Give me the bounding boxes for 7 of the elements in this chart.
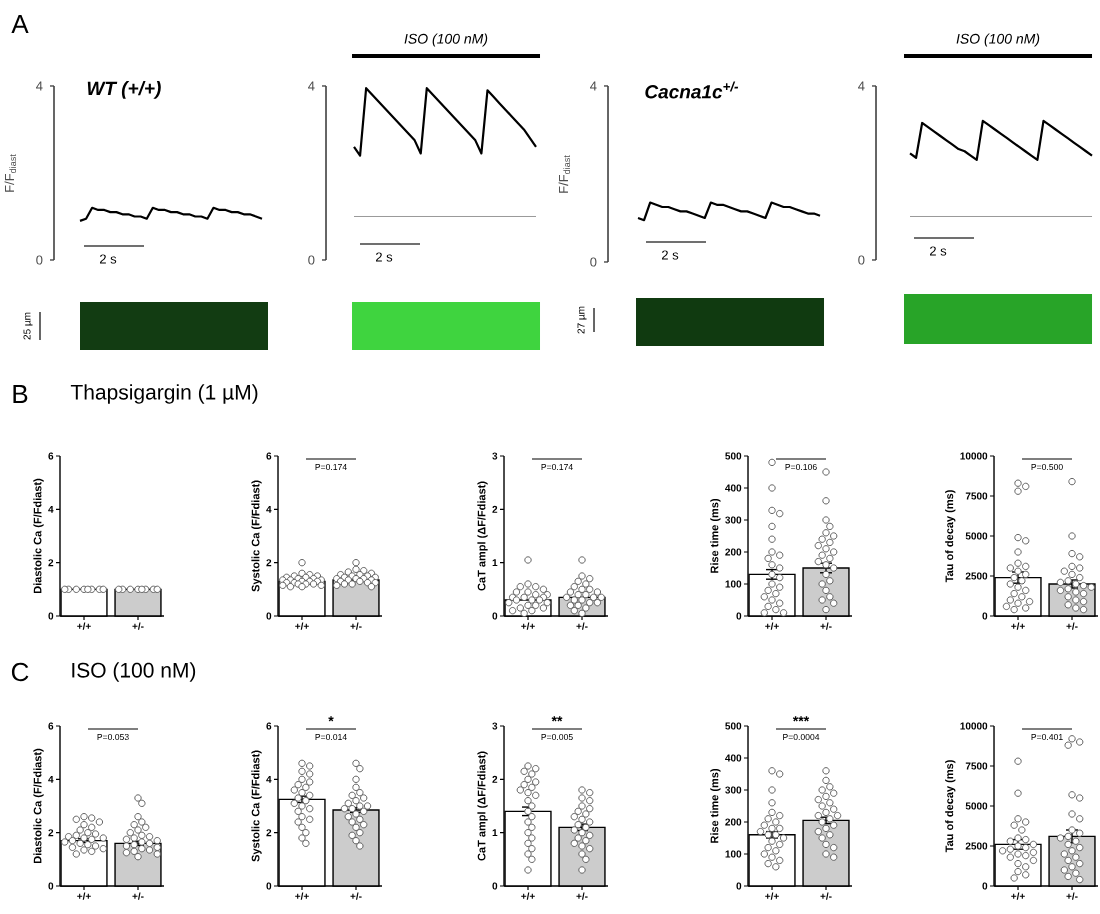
chart-title: ISO (100 nM) (72, 662, 196, 682)
chart-title: WT (+/+) (87, 81, 161, 99)
chart-title: Cacna1c$^{+/-}$ (645, 81, 739, 99)
text: A (11, 15, 29, 33)
chart-title: Thapsigargin (1 µM) (70, 384, 258, 404)
text: B (13, 385, 28, 403)
text: C (11, 662, 29, 682)
